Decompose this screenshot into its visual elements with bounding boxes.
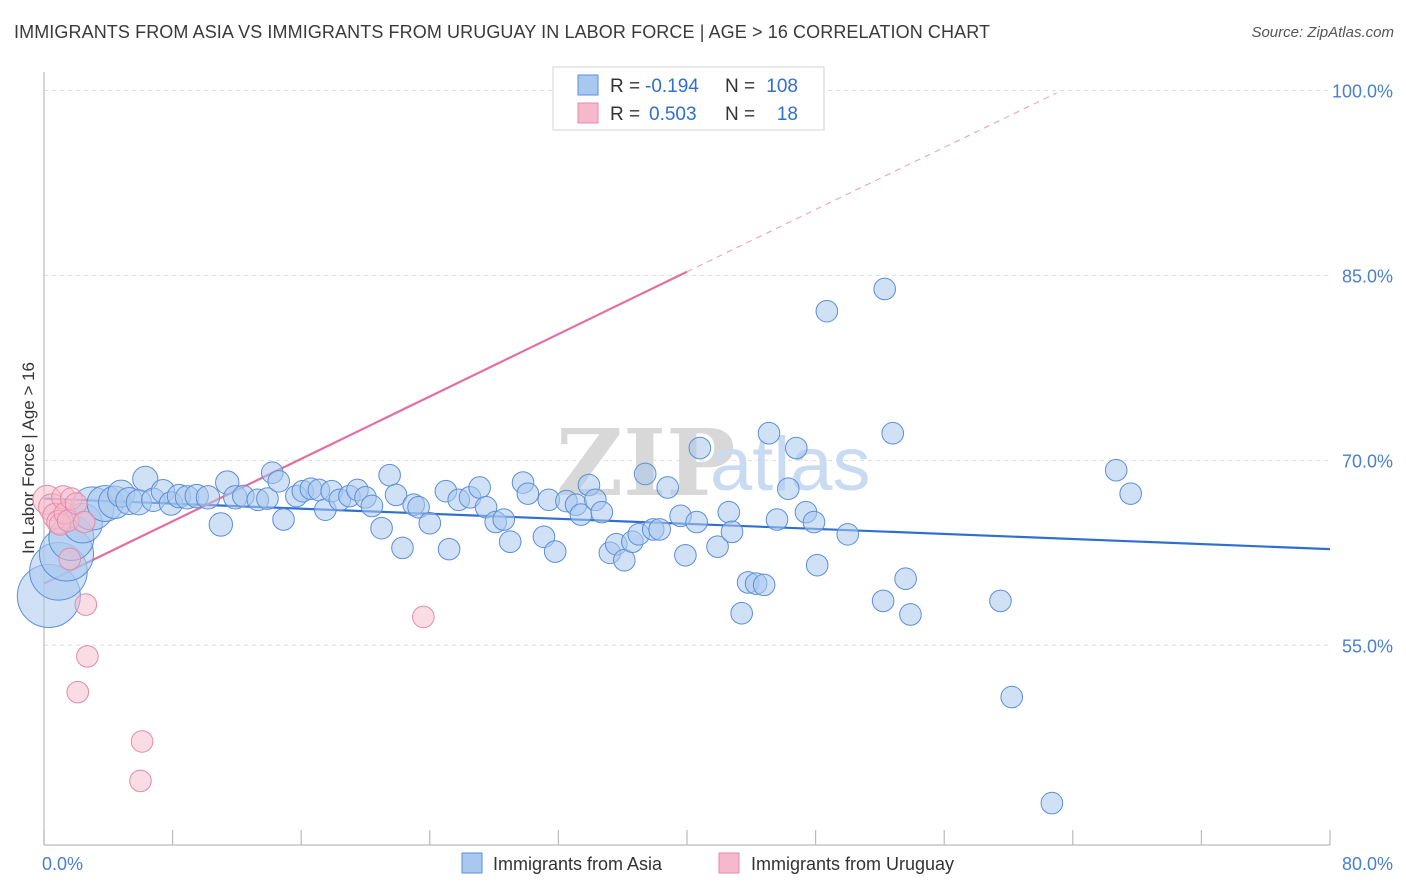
point-asia [900, 604, 922, 626]
legend-r-label-asia: R = [610, 76, 640, 97]
point-uruguay [77, 646, 99, 668]
y-tick-labels: 100.0% 85.0% 70.0% 55.0% [1332, 81, 1393, 656]
point-asia [803, 511, 825, 533]
legend-box: R = -0.194 N = 108 R = 0.503 N = 18 [553, 67, 824, 130]
legend-r-label-uruguay: R = [610, 104, 640, 125]
scatter-chart: ZIP atlas 100.0%85.0%70.0%55.0% 0.0%80.0… [0, 0, 1406, 892]
bottom-legend-swatch-uruguay [719, 853, 739, 873]
point-asia [837, 524, 859, 546]
legend-n-value-asia: 108 [766, 76, 798, 97]
y-tick-label: 70.0% [1342, 451, 1393, 471]
point-asia [544, 541, 566, 563]
y-tick-label: 55.0% [1342, 636, 1393, 656]
point-asia [438, 538, 460, 560]
point-asia [196, 486, 219, 509]
point-asia [689, 437, 711, 459]
point-asia [990, 590, 1012, 612]
point-asia [268, 471, 290, 493]
point-asia [882, 422, 904, 444]
point-uruguay [67, 681, 89, 703]
point-asia [675, 544, 697, 566]
point-asia [786, 437, 808, 459]
legend-r-value-asia: -0.194 [645, 76, 699, 97]
point-uruguay [59, 548, 81, 570]
bottom-legend-label-uruguay: Immigrants from Uruguay [751, 854, 954, 874]
legend-swatch-uruguay [578, 103, 598, 123]
x-tick-label: 0.0% [42, 854, 83, 874]
point-asia [874, 278, 896, 300]
point-asia [731, 602, 753, 624]
legend-n-label-asia: N = [725, 76, 755, 97]
bottom-legend: Immigrants from Asia Immigrants from Uru… [462, 853, 954, 874]
point-asia [379, 464, 401, 486]
point-asia [499, 531, 521, 553]
y-axis-label: In Labor Force | Age > 16 [19, 362, 38, 554]
point-asia [419, 512, 441, 534]
bottom-legend-label-asia: Immigrants from Asia [493, 854, 663, 874]
legend-n-label-uruguay: N = [725, 104, 755, 125]
point-asia [469, 477, 491, 499]
point-asia [895, 568, 917, 590]
point-asia [718, 501, 740, 523]
point-asia [1001, 686, 1023, 708]
point-asia [1041, 792, 1063, 814]
point-asia [657, 477, 679, 499]
point-asia [392, 537, 414, 559]
point-asia [721, 521, 743, 543]
y-tick-label: 85.0% [1342, 266, 1393, 286]
y-tick-label: 100.0% [1332, 81, 1393, 101]
point-asia [634, 463, 656, 485]
point-asia [777, 478, 799, 500]
point-uruguay [130, 770, 152, 792]
point-asia [1105, 459, 1127, 481]
legend-swatch-asia [578, 75, 598, 95]
point-asia [591, 501, 613, 523]
point-uruguay [131, 731, 153, 753]
point-asia [753, 574, 775, 596]
point-uruguay [73, 511, 95, 533]
point-asia [686, 511, 708, 533]
point-asia [493, 509, 515, 531]
x-tick-label: 80.0% [1342, 854, 1393, 874]
bottom-legend-swatch-asia [462, 853, 482, 873]
legend-n-value-uruguay: 18 [777, 104, 798, 125]
point-asia [816, 300, 838, 322]
legend-r-value-uruguay: 0.503 [649, 104, 697, 125]
point-asia [371, 517, 393, 539]
point-asia [209, 513, 232, 536]
point-asia [766, 509, 788, 531]
point-uruguay [413, 606, 435, 628]
point-asia [872, 590, 894, 612]
point-asia [1120, 483, 1142, 505]
point-asia [517, 483, 539, 505]
point-asia [649, 519, 671, 541]
point-uruguay [75, 594, 97, 616]
point-asia [273, 509, 295, 531]
x-tick-labels: 0.0% 80.0% [42, 854, 1393, 874]
point-asia [806, 554, 828, 576]
x-ticks [44, 830, 1330, 845]
point-asia [758, 422, 780, 444]
point-asia [361, 495, 383, 517]
